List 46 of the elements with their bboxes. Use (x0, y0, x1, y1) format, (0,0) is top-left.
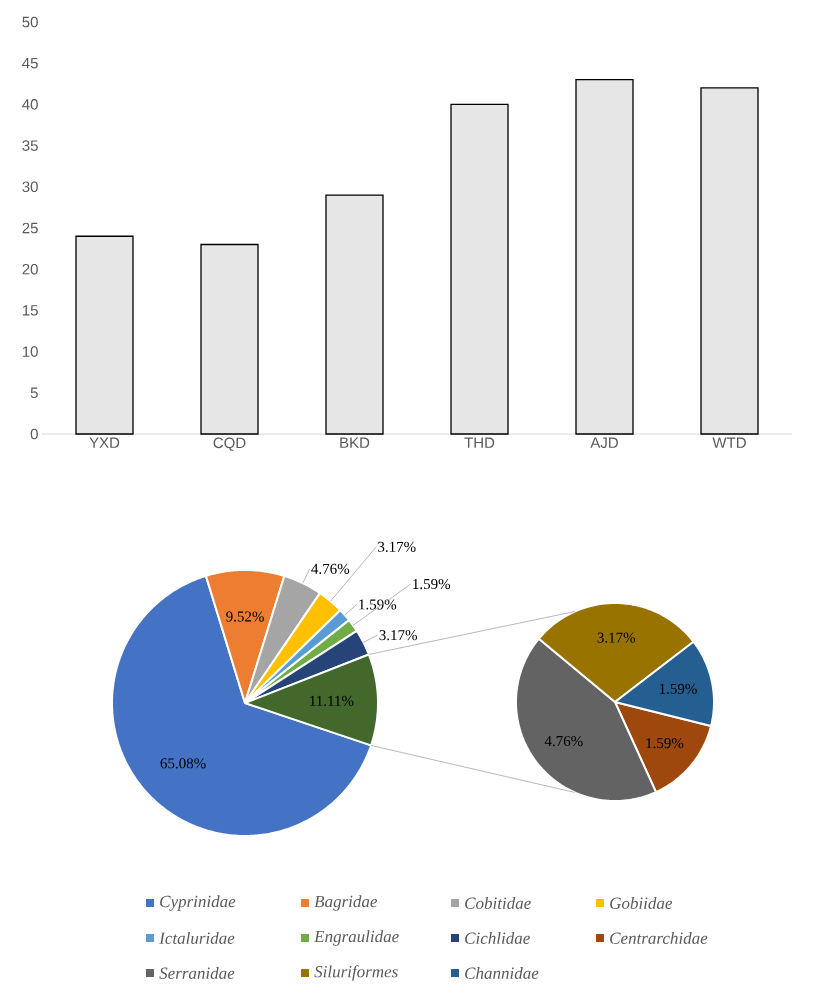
legend-label: Siluriformes (314, 965, 398, 981)
data-label: 3.17% (379, 630, 418, 641)
legend-label: Ictaluridae (159, 932, 235, 944)
bar (450, 103, 509, 435)
data-label: 1.59% (413, 578, 451, 590)
legend-label: Channidae (465, 967, 539, 979)
data-label: 9.52% (226, 611, 264, 622)
legend-label: Bagridae (314, 895, 378, 911)
y-tick-label: 15 (22, 305, 38, 316)
x-tick-label: AJD (590, 437, 618, 448)
bar (325, 194, 384, 435)
legend-label: Cichlidae (465, 932, 530, 944)
data-label: 1.59% (646, 738, 684, 749)
bar (575, 79, 634, 435)
legend-label: Serranidae (159, 967, 235, 979)
x-tick-label: CQD (213, 437, 246, 451)
data-label: 4.76% (311, 563, 350, 574)
y-tick-label: 50 (22, 16, 38, 28)
legend-label: Engraulidae (314, 930, 399, 946)
data-label: 4.76% (544, 735, 583, 747)
y-tick-label: 45 (22, 57, 38, 69)
bar (75, 235, 134, 435)
data-label: 3.17% (597, 632, 636, 643)
legend-label: Centrarchidae (610, 932, 708, 944)
x-tick-label: BKD (340, 437, 370, 448)
x-tick-label: WTD (712, 437, 746, 448)
y-tick-label: 40 (22, 99, 38, 110)
x-tick-label: YXD (89, 437, 120, 448)
x-tick-label: THD (464, 437, 495, 448)
data-label: 1.59% (359, 599, 397, 610)
y-tick-label: 5 (30, 387, 38, 399)
legend-label: Gobiidae (610, 897, 673, 909)
data-label: 3.17% (378, 541, 416, 552)
data-label: 1.59% (659, 683, 697, 694)
data-label: 65.08% (160, 758, 206, 769)
legend-label: Cyprinidae (160, 895, 236, 911)
legend-label: Cobitidae (465, 897, 531, 909)
data-label: 11.11% (310, 695, 354, 706)
y-tick-label: 35 (22, 140, 38, 151)
y-tick-label: 10 (22, 346, 38, 357)
y-tick-label: 0 (30, 428, 38, 440)
bar (200, 243, 259, 435)
y-tick-label: 25 (22, 222, 38, 234)
y-tick-label: 20 (22, 263, 38, 275)
y-tick-label: 30 (22, 181, 38, 193)
bar (700, 87, 759, 435)
